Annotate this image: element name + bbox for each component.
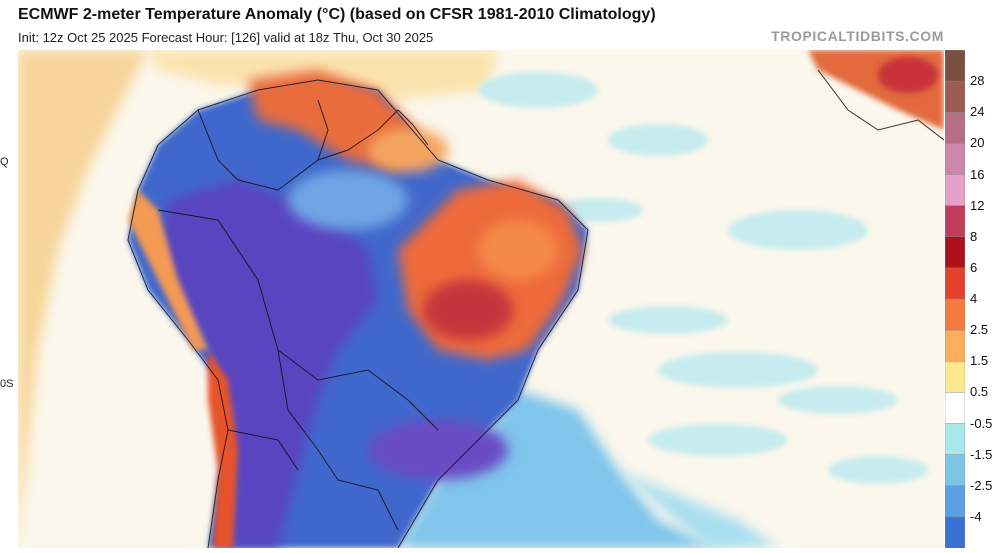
colorbar-tick-label: 20 [970,135,985,151]
colorbar-tick-label: -2.5 [970,477,993,493]
colorbar-swatch [944,112,966,145]
atlantic-cool-patches [478,72,928,484]
ne-brazil-hot-core [423,280,513,340]
colorbar-swatch [944,267,966,300]
colorbar-tick-label: 12 [970,197,985,213]
colorbar-swatch [944,516,966,549]
colorbar-swatch [944,174,966,207]
colorbar-tick-label: -4 [970,508,982,524]
colorbar-swatch [944,392,966,425]
colorbar-tick-label: 8 [970,228,978,244]
anomaly-map-canvas [18,50,944,548]
andes-west-strip [128,190,208,350]
map-title: ECMWF 2-meter Temperature Anomaly (°C) (… [18,6,656,23]
colorbar-tick-label: -1.5 [970,446,993,462]
south-atlantic-cool-outer [618,470,778,548]
colorbar-tick-label: 1.5 [970,353,989,369]
colorbar-swatch [944,361,966,394]
colorbar-tick-label: 24 [970,104,985,120]
anomaly-map [18,50,944,548]
colorbar-tick-label: 4 [970,291,978,306]
colorbar-tick-label: 0.5 [970,384,989,400]
south-atlantic-cool [398,390,718,548]
colorbar-tick-label: -0.5 [970,415,993,431]
colorbar-swatch [944,49,966,82]
purple-anomaly-south [368,420,508,480]
colorbar-tick-label: 2.5 [970,322,989,338]
latitude-label-top: Q [0,156,9,168]
map-subtitle: Init: 12z Oct 25 2025 Forecast Hour: [12… [18,30,434,45]
colorbar-swatches [944,49,966,549]
colorbar-swatch [944,205,966,238]
andes-warm-strip [208,350,238,548]
colorbar-tick-label: 28 [970,73,985,89]
light-blue-north [288,170,408,230]
west-africa-hot [878,57,938,93]
colorbar-swatch [944,236,966,269]
purple-anomaly-core [158,180,378,548]
colorbar-swatch [944,423,966,456]
colorbar-tick-label: 16 [970,166,985,182]
pacific-warm-band [18,50,148,548]
colorbar-swatch [944,329,966,363]
colorbar-swatch [944,485,966,518]
colorbar-tick-label: 6 [970,259,978,275]
ne-brazil-orange-core [478,220,558,280]
latitude-label-bottom: 0S [0,378,14,390]
colorbar-swatch [944,143,966,176]
colorbar-swatch [944,298,966,331]
guiana-warm [368,128,448,172]
colorbar [944,49,966,549]
colorbar-swatch [944,454,966,487]
colorbar-swatch [944,80,966,114]
brand-watermark: TROPICALTIDBITS.COM [771,28,944,44]
country-boundaries [127,69,944,548]
